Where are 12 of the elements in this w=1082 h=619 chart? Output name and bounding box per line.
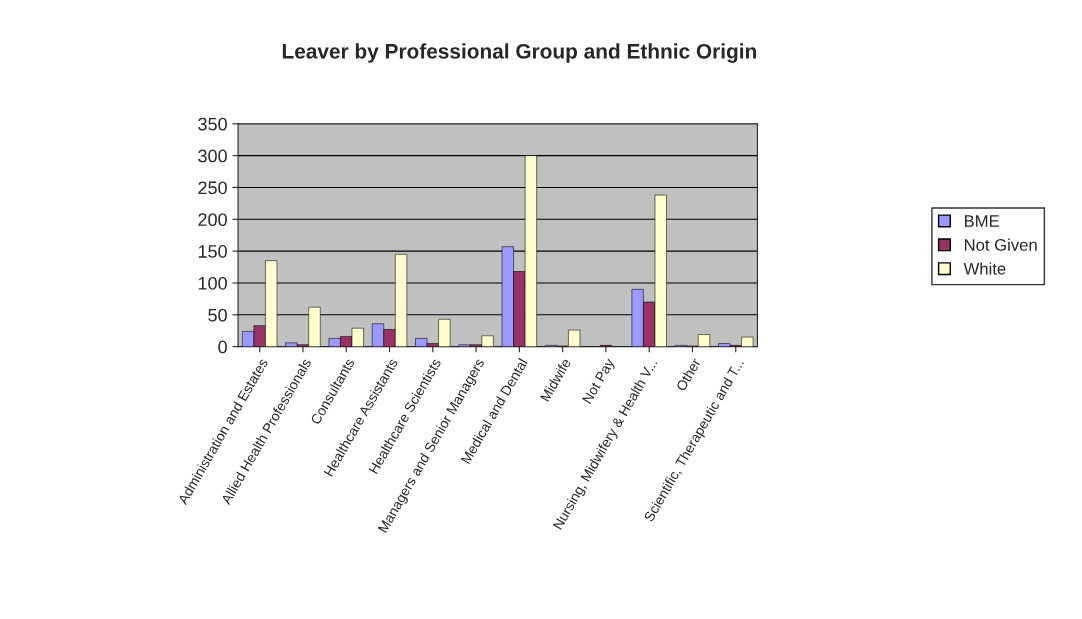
y-tick-label: 350	[198, 117, 227, 131]
legend-label: BME	[964, 215, 999, 227]
y-tick-label: 100	[198, 276, 227, 290]
y-tick-label: 150	[198, 245, 227, 258]
y-tick-label: 300	[198, 149, 227, 163]
legend-label: Not Given	[964, 238, 1037, 251]
y-tick-label: 50	[208, 308, 227, 322]
y-tick-label: 250	[198, 181, 227, 195]
legend-label: White	[963, 262, 1006, 275]
y-tick-label: 0	[218, 340, 227, 354]
y-tick-label: 200	[198, 213, 227, 227]
chart-title: Leaver by Professional Group and Ethnic Origin	[282, 43, 756, 63]
